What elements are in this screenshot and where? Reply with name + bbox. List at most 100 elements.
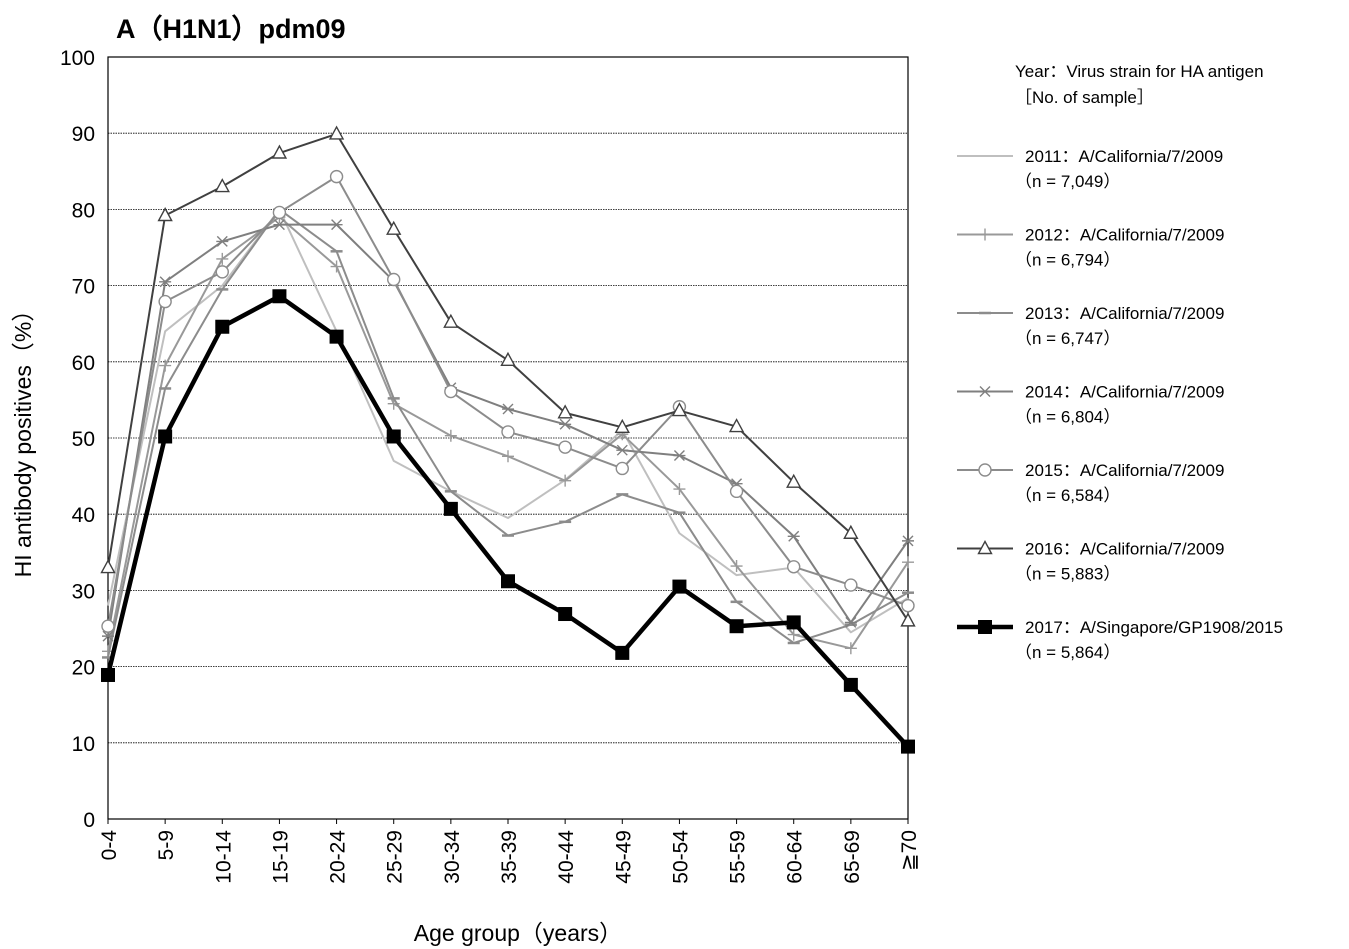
data-point bbox=[787, 560, 801, 574]
data-point bbox=[787, 530, 800, 542]
data-point bbox=[902, 535, 914, 547]
x-tick-label: 40-44 bbox=[555, 830, 578, 884]
data-point bbox=[329, 169, 344, 184]
data-point bbox=[330, 260, 343, 273]
data-point bbox=[557, 404, 573, 419]
legend-label: 2012：A/California/7/2009 bbox=[1025, 226, 1224, 245]
legend-item: 2011：A/California/7/2009 （n = 7,049） bbox=[957, 147, 1223, 191]
data-point bbox=[387, 272, 401, 287]
x-tick-label: 10-14 bbox=[212, 830, 235, 884]
data-point bbox=[729, 619, 744, 634]
data-point bbox=[101, 667, 115, 682]
data-point bbox=[272, 205, 287, 220]
data-point bbox=[979, 228, 991, 241]
data-point bbox=[159, 359, 172, 372]
data-point bbox=[978, 620, 992, 634]
data-point bbox=[102, 630, 114, 642]
y-tick-label: 20 bbox=[72, 657, 95, 680]
legend-item: 2012：A/California/7/2009 （n = 6,794） bbox=[957, 226, 1224, 270]
series-2017-a-singapore-gp1908-2015 bbox=[101, 289, 915, 754]
data-point bbox=[216, 235, 229, 247]
data-point bbox=[501, 425, 515, 439]
data-point bbox=[329, 329, 344, 344]
data-point bbox=[615, 645, 630, 660]
data-point bbox=[444, 429, 457, 442]
legend-label: 2017：A/Singapore/GP1908/2015 bbox=[1025, 618, 1283, 637]
data-point bbox=[671, 402, 688, 417]
x-tick-label: 35-39 bbox=[498, 830, 521, 884]
legend-label: 2013：A/California/7/2009 bbox=[1025, 304, 1224, 323]
series-line bbox=[107, 132, 909, 622]
data-point bbox=[159, 276, 172, 288]
data-point bbox=[216, 252, 229, 265]
legend-label: 2015：A/California/7/2009 bbox=[1025, 461, 1224, 480]
data-point bbox=[158, 294, 172, 309]
data-point bbox=[787, 628, 800, 641]
data-point bbox=[844, 578, 858, 592]
data-point bbox=[901, 739, 915, 754]
data-point bbox=[901, 598, 915, 613]
data-point bbox=[786, 473, 802, 488]
y-tick-label: 0 bbox=[83, 809, 95, 832]
legend-item: 2013：A/California/7/2009 （n = 6,747） bbox=[957, 304, 1224, 348]
data-point bbox=[786, 615, 801, 630]
x-tick-label: 0-4 bbox=[98, 830, 121, 861]
data-point bbox=[673, 483, 686, 496]
legend-sample-count: （n = 6,747） bbox=[1015, 329, 1120, 348]
y-axis: 0 10 20 30 40 50 60 70 80 90 100 bbox=[60, 47, 95, 832]
data-point bbox=[330, 219, 343, 231]
x-tick-label: 50-54 bbox=[669, 830, 692, 884]
data-point bbox=[900, 612, 916, 627]
data-point bbox=[272, 289, 287, 304]
x-tick-label: 5-9 bbox=[155, 830, 178, 860]
series-2011-a-california-7-2009 bbox=[107, 208, 909, 634]
legend-title-line-2: ［No. of sample］ bbox=[1015, 88, 1154, 107]
data-point bbox=[101, 619, 115, 633]
x-axis-label: Age group（years） bbox=[414, 920, 622, 946]
y-tick-label: 90 bbox=[72, 123, 95, 146]
y-tick-label: 10 bbox=[72, 733, 95, 756]
data-point bbox=[100, 559, 116, 574]
data-point bbox=[728, 418, 745, 433]
data-point bbox=[616, 444, 629, 456]
x-tick-label: 30-34 bbox=[441, 830, 464, 884]
series-2012-a-california-7-2009 bbox=[102, 211, 914, 658]
legend-label: 2016：A/California/7/2009 bbox=[1025, 540, 1224, 559]
legend-sample-count: （n = 6,584） bbox=[1015, 486, 1120, 505]
data-point bbox=[559, 474, 572, 487]
data-point bbox=[443, 313, 459, 328]
x-tick-label: 60-64 bbox=[784, 830, 807, 884]
series-2016-a-california-7-2009 bbox=[100, 125, 916, 627]
y-tick-label: 40 bbox=[72, 504, 95, 527]
series-line bbox=[107, 208, 909, 634]
data-point bbox=[729, 484, 744, 499]
y-tick-label: 70 bbox=[72, 276, 95, 299]
y-tick-label: 100 bbox=[60, 47, 95, 70]
x-tick-label: 15-19 bbox=[269, 830, 292, 884]
chart-title: A（H1N1）pdm09 bbox=[116, 14, 346, 44]
data-point bbox=[386, 220, 402, 235]
data-point bbox=[559, 418, 572, 430]
data-point bbox=[615, 461, 629, 476]
x-tick-label: 55-59 bbox=[727, 830, 750, 884]
data-point bbox=[157, 207, 173, 222]
data-point bbox=[444, 384, 458, 399]
y-tick-label: 30 bbox=[72, 580, 95, 603]
series-line bbox=[107, 175, 909, 627]
data-point bbox=[214, 178, 230, 193]
data-point bbox=[386, 429, 401, 444]
legend-item: 2015：A/California/7/2009 （n = 6,584） bbox=[957, 461, 1224, 505]
data-point bbox=[215, 319, 230, 334]
data-point bbox=[500, 351, 516, 366]
legend-sample-count: （n = 5,883） bbox=[1015, 565, 1120, 584]
data-point bbox=[977, 540, 993, 555]
data-point bbox=[730, 560, 743, 573]
x-tick-label: 20-24 bbox=[327, 830, 350, 884]
data-point bbox=[558, 607, 573, 622]
x-tick-label: 25-29 bbox=[384, 830, 407, 884]
legend-sample-count: （n = 6,794） bbox=[1015, 251, 1120, 270]
legend-sample-count: （n = 7,049） bbox=[1015, 172, 1120, 191]
series-layer bbox=[100, 125, 916, 754]
data-point bbox=[502, 403, 514, 415]
